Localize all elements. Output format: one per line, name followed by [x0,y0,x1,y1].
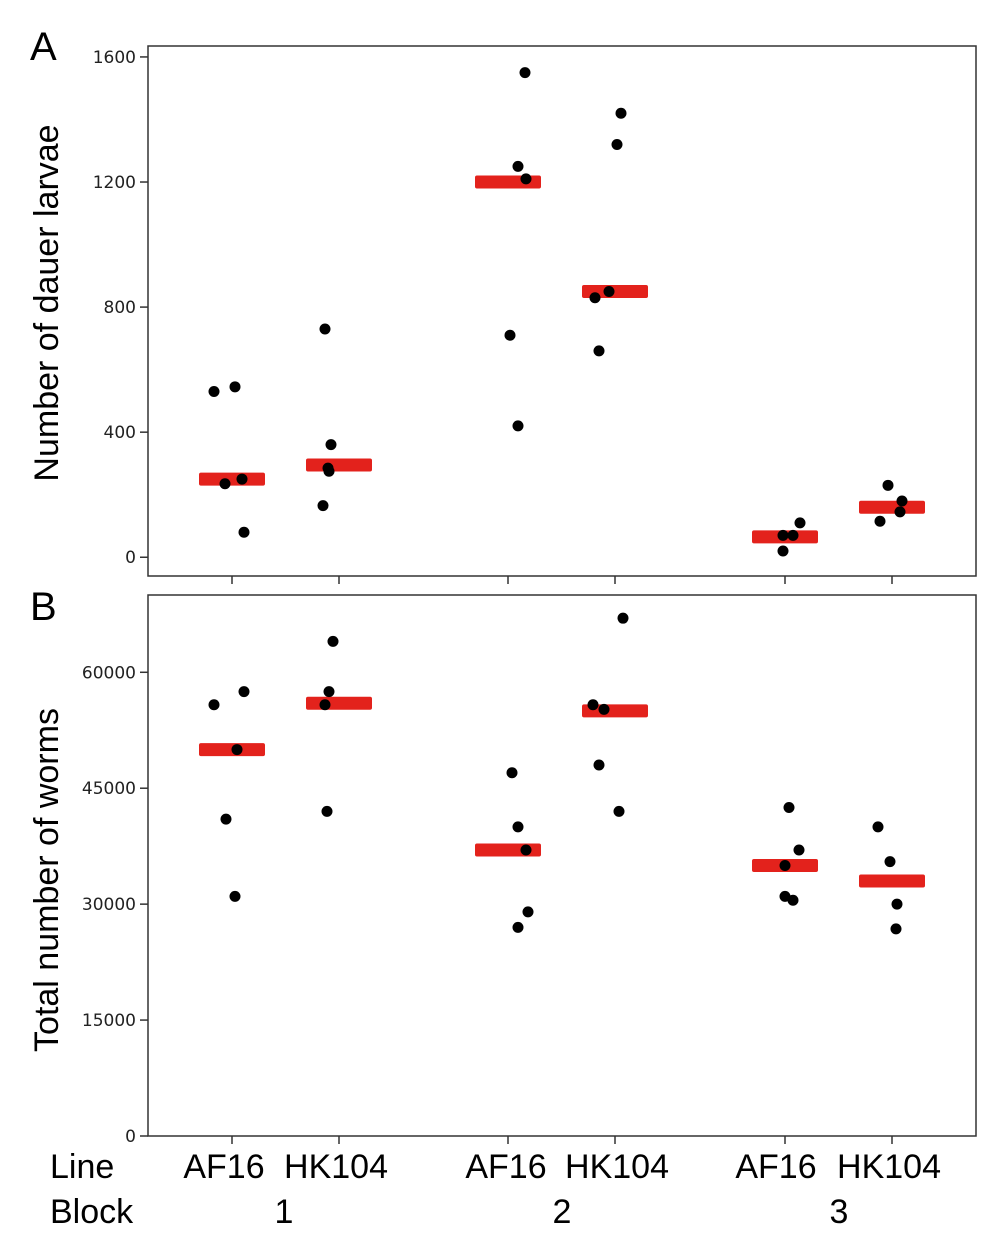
y-tick-label: 400 [104,423,136,443]
panel-b-points [208,612,903,935]
data-point [593,759,605,771]
line-label-hk104-block2: HK104 [565,1148,669,1186]
data-point [874,515,886,527]
data-point [783,802,795,814]
block-label-3: 3 [830,1193,849,1231]
line-label-af16-block1: AF16 [183,1148,264,1186]
data-point [504,329,516,341]
panel-b-means [199,696,925,888]
data-point [236,473,248,485]
data-point [208,386,220,398]
data-point [319,323,331,335]
line-label-hk104-block3: HK104 [837,1148,941,1186]
block-label-2: 2 [553,1193,572,1231]
data-point [779,860,791,871]
data-point [231,744,243,756]
data-point [522,906,534,918]
data-point [589,292,601,304]
data-point [208,699,220,711]
y-tick-label: 0 [125,1127,136,1147]
data-point [229,890,241,902]
data-point [325,439,337,451]
data-point [617,612,629,624]
data-point [238,526,250,538]
data-point [327,635,339,647]
data-point [317,500,329,512]
data-point [238,686,250,698]
data-point [520,844,532,856]
mean-bar [859,874,925,888]
line-row-label: Line [50,1148,114,1186]
data-point [884,856,896,868]
data-point [323,686,335,698]
y-tick-label: 30000 [82,895,136,915]
panel-b-y-axis-title: Total number of worms [28,708,66,1052]
panel-a-points [208,67,908,557]
data-point [512,160,524,172]
y-tick-label: 15000 [82,1011,136,1031]
data-point [598,703,610,715]
data-point [506,767,518,779]
y-tick-label: 1200 [93,173,136,193]
data-point [794,517,806,529]
mean-bar [859,500,925,514]
panel-b-x-ticks [231,1136,893,1144]
panel-a-y-axis-title: Number of dauer larvae [28,124,66,481]
panel-b: B Total number of worms 0 15000 30000 45000… [28,585,977,1147]
mean-bar [582,704,648,718]
y-tick-label: 0 [125,548,136,568]
data-point [777,545,789,557]
data-point [519,67,531,79]
panel-b-y-ticks: 0 15000 30000 45000 60000 [82,663,148,1147]
data-point [603,285,615,297]
mean-bar [199,472,265,486]
data-point [882,479,894,491]
panel-a-x-ticks [231,576,893,584]
y-tick-label: 800 [104,298,136,318]
data-point [520,173,532,185]
mean-bar [306,458,372,472]
panel-b-frame [147,594,977,1137]
line-label-hk104-block1: HK104 [284,1148,388,1186]
data-point [787,894,799,906]
data-point [611,138,623,150]
panel-b-letter: B [30,585,57,629]
y-tick-label: 60000 [82,663,136,683]
data-point [872,821,884,833]
data-point [891,898,903,910]
data-point [323,465,335,477]
data-point [587,699,599,711]
data-point [615,107,627,119]
data-point [793,844,805,856]
data-point [229,381,241,393]
y-tick-label: 1600 [93,48,136,68]
mean-bar [306,696,372,710]
data-point [613,805,625,817]
data-point [787,529,799,541]
data-point [512,921,524,933]
data-point [220,813,232,825]
panel-a-y-ticks: 0 400 800 1200 1600 [93,48,148,568]
data-point [321,805,333,817]
y-tick-label: 45000 [82,779,136,799]
data-point [512,821,524,833]
data-point [896,495,908,507]
panel-a-means [199,175,925,544]
data-point [512,420,524,432]
data-point [894,506,906,518]
x-category-labels: Line Block AF16 HK104 1 AF16 HK104 2 AF1… [50,1148,941,1231]
data-point [890,923,902,935]
panel-a-letter: A [30,25,57,69]
block-label-1: 1 [275,1193,294,1231]
panel-a: A Number of dauer larvae 0 400 800 1200 1600 [28,25,977,584]
block-row-label: Block [50,1193,134,1231]
panel-a-frame [147,45,977,577]
data-point [777,529,789,541]
data-point [593,345,605,357]
line-label-af16-block3: AF16 [735,1148,816,1186]
data-point [219,478,231,490]
line-label-af16-block2: AF16 [465,1148,546,1186]
data-point [319,699,331,711]
